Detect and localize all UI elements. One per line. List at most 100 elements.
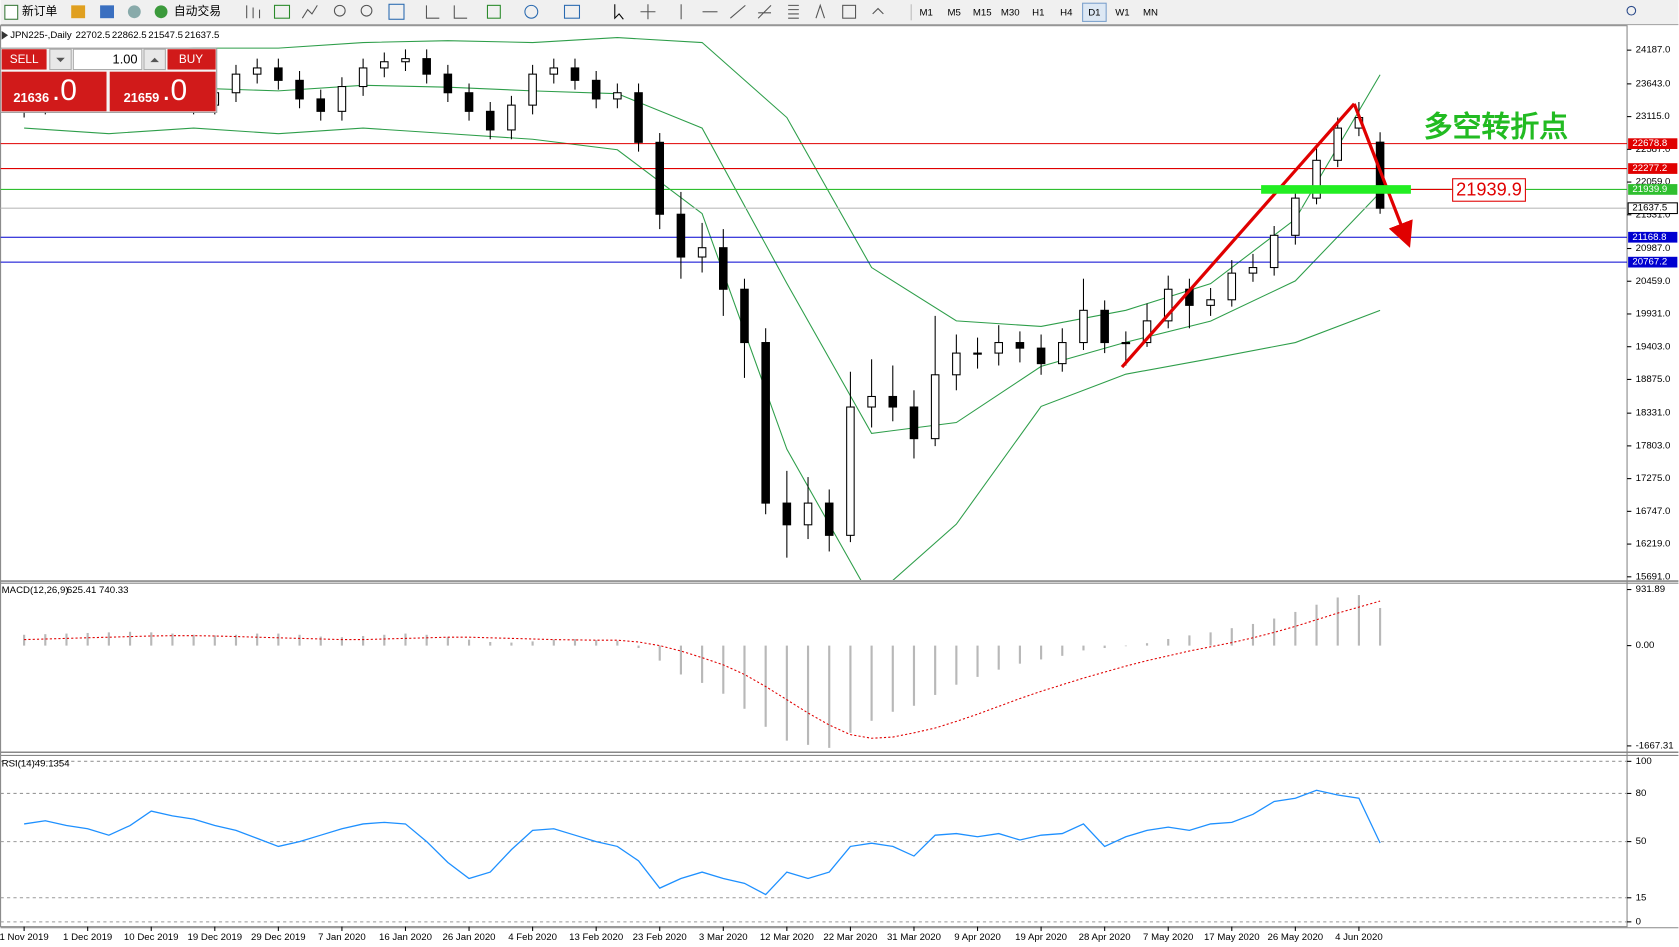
chart-frame [0, 25, 1628, 928]
auto-trading-icon[interactable] [154, 5, 168, 19]
search-icon[interactable] [1626, 5, 1637, 16]
label-icon[interactable] [842, 4, 857, 19]
turning-point-annotation: 多空转折点 [1424, 109, 1569, 143]
y-tick-label: 0.00 [1636, 640, 1655, 651]
x-tick-label: 17 May 2020 [1204, 932, 1260, 943]
macd-bar [1336, 597, 1339, 646]
timeframe-button[interactable]: M30 [1001, 7, 1020, 18]
macd-bar [1379, 607, 1382, 646]
zoom-in-icon[interactable] [333, 4, 346, 17]
macd-bar [298, 634, 301, 646]
auto-trading-button[interactable]: 自动交易 [174, 4, 221, 18]
lot-value[interactable]: 1.00 [113, 51, 138, 66]
current-price-label: 21637.5 [1632, 203, 1667, 214]
ask-box[interactable] [109, 71, 216, 112]
new-order-button[interactable]: 新订单 [22, 4, 58, 18]
timeframe-active [1082, 2, 1107, 22]
candle-body [401, 58, 410, 63]
timeframe-button[interactable]: W1 [1115, 7, 1129, 18]
line-chart-icon[interactable] [301, 5, 318, 19]
candle-body [252, 67, 262, 75]
scroll-icon[interactable] [425, 5, 440, 19]
macd-bar [65, 633, 68, 646]
fibo-icon[interactable] [788, 4, 799, 19]
y-tick-label: 22059.0 [1636, 177, 1671, 188]
macd-bar [425, 634, 428, 646]
buy-button[interactable] [167, 49, 216, 70]
crosshair-icon[interactable] [640, 4, 656, 20]
toolbar-icon[interactable] [127, 5, 141, 19]
candle-body [634, 92, 643, 143]
timeframe-button[interactable]: D1 [1088, 7, 1100, 18]
text-icon[interactable] [815, 3, 826, 19]
candle-body [570, 67, 580, 81]
candle-body [740, 288, 749, 344]
timeframe-button[interactable]: MN [1143, 7, 1158, 18]
macd-bar [870, 645, 873, 721]
bid-price[interactable]: 21636 [13, 90, 49, 105]
macd-bar [1040, 645, 1043, 660]
candle-body [655, 141, 665, 215]
ask-fraction[interactable]: .0 [162, 74, 187, 107]
new-order-icon[interactable] [4, 4, 19, 20]
macd-bar [510, 642, 513, 646]
lot-up-arrow [150, 57, 159, 63]
candle-body [1100, 309, 1109, 344]
bid-box[interactable] [1, 71, 107, 112]
macd-bar [891, 645, 894, 712]
toolbar-icon[interactable] [100, 5, 115, 19]
toolbar-icon[interactable] [71, 5, 86, 19]
candle-body [1312, 159, 1321, 199]
rsi-line [24, 789, 1381, 896]
rsi-value: 49.1354 [35, 759, 70, 770]
trend-arrow-up [1120, 102, 1356, 369]
templates-icon[interactable] [563, 4, 581, 19]
macd-bar [171, 633, 174, 646]
candle-body [443, 73, 453, 94]
macd-bar [319, 636, 322, 646]
x-tick-label: 7 Jan 2020 [318, 932, 366, 943]
bid-fraction[interactable]: .0 [52, 74, 77, 107]
y-tick-label: 22587.0 [1636, 144, 1671, 155]
sell-label[interactable]: SELL [10, 53, 39, 66]
macd-bar [362, 635, 365, 646]
macd-bar [44, 634, 47, 646]
buy-label[interactable]: BUY [179, 53, 203, 66]
macd-bar [489, 641, 492, 646]
candle-chart-icon[interactable] [273, 4, 291, 19]
trendline-icon[interactable] [730, 4, 746, 19]
candle-body [952, 352, 961, 376]
x-tick-label: 19 Apr 2020 [1015, 932, 1067, 943]
macd-bar [849, 645, 852, 733]
macd-bar [955, 645, 958, 685]
bar-chart-icon[interactable] [246, 5, 261, 19]
timeframe-button[interactable]: H1 [1032, 7, 1044, 18]
lot-field[interactable] [72, 48, 143, 71]
candle-body [1375, 141, 1385, 209]
timeframe-button[interactable]: H4 [1060, 7, 1073, 18]
candle-body [422, 58, 431, 75]
channel-icon[interactable] [757, 4, 772, 19]
shift-icon[interactable] [453, 5, 468, 19]
zoom-out-icon[interactable] [360, 4, 373, 17]
bollinger-band [24, 84, 1381, 434]
candle-body [231, 73, 241, 94]
sell-button[interactable] [1, 49, 47, 70]
y-tick-label: 0 [1636, 916, 1641, 927]
macd-bar [976, 645, 979, 677]
cursor-icon[interactable] [614, 4, 624, 20]
timeframe-button[interactable]: M15 [973, 7, 992, 18]
y-tick-label: 50 [1636, 836, 1647, 847]
timeframe-button[interactable]: M5 [948, 7, 961, 18]
price-level-tag [1628, 163, 1678, 174]
tile-icon[interactable] [388, 3, 405, 20]
x-tick-label: 13 Feb 2020 [569, 932, 623, 943]
macd-bar [1018, 645, 1021, 664]
ask-price[interactable]: 21659 [124, 90, 160, 105]
timeframe-button[interactable]: M1 [919, 7, 932, 18]
macd-bar [213, 635, 216, 646]
x-tick-label: 1 Nov 2019 [0, 932, 49, 943]
indicators-icon[interactable] [486, 4, 501, 19]
arrows-icon[interactable] [872, 7, 884, 15]
periods-icon[interactable] [524, 4, 539, 19]
